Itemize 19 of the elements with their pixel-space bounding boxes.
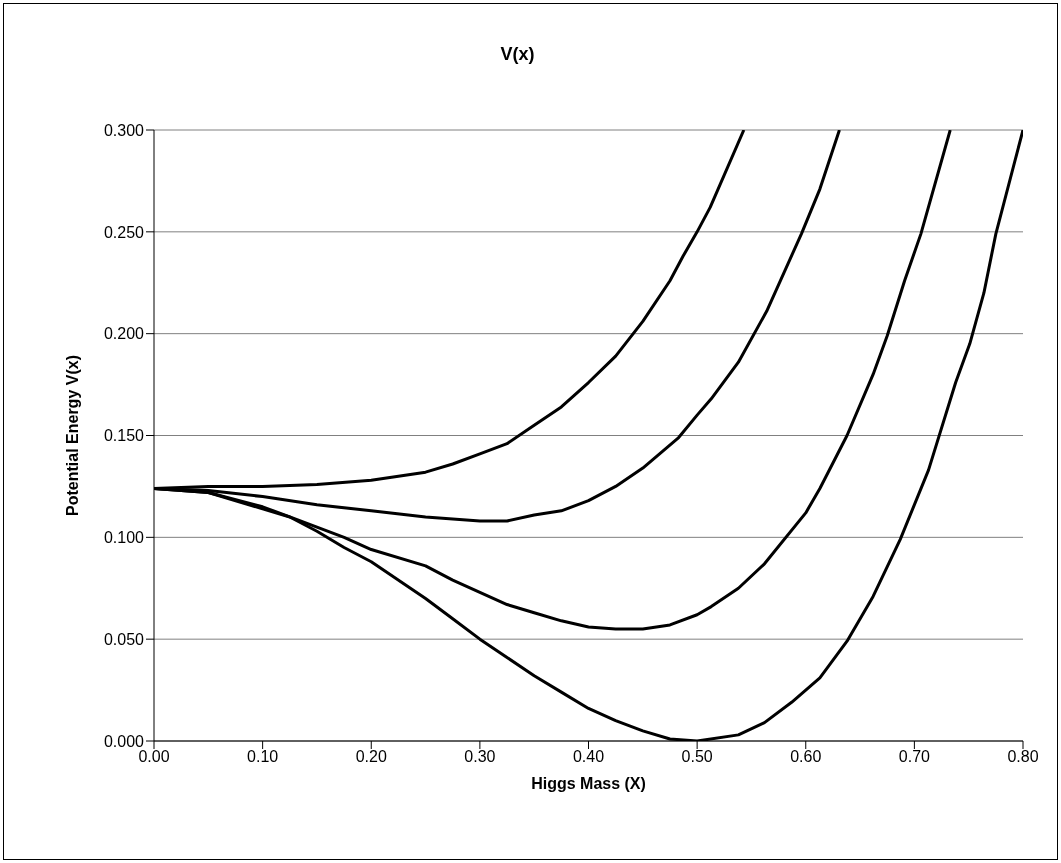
y-tick-label: 0.150 <box>103 427 145 445</box>
x-tick-label: 0.00 <box>138 748 170 766</box>
x-axis-title: Higgs Mass (X) <box>531 775 646 792</box>
x-tick-label: 0.40 <box>572 748 605 766</box>
x-tick-label: 0.30 <box>464 748 496 766</box>
x-tick-label: 0.70 <box>898 748 931 766</box>
x-tick-label: 0.10 <box>247 748 279 766</box>
y-tick-label: 0.000 <box>103 732 145 750</box>
x-tick-label: 0.20 <box>355 748 387 766</box>
y-tick-label: 0.100 <box>103 529 145 547</box>
y-tick-label: 0.250 <box>103 223 145 241</box>
y-tick-label: 0.200 <box>103 325 145 343</box>
x-tick-label: 0.60 <box>790 748 822 766</box>
chart-title: V(x) <box>499 44 536 65</box>
y-tick-label: 0.050 <box>103 630 145 648</box>
y-axis-title: Potential Energy V(x) <box>63 355 81 516</box>
y-tick-label: 0.300 <box>103 121 145 139</box>
x-tick-label: 0.80 <box>1007 748 1039 766</box>
x-tick-label: 0.50 <box>681 748 713 766</box>
